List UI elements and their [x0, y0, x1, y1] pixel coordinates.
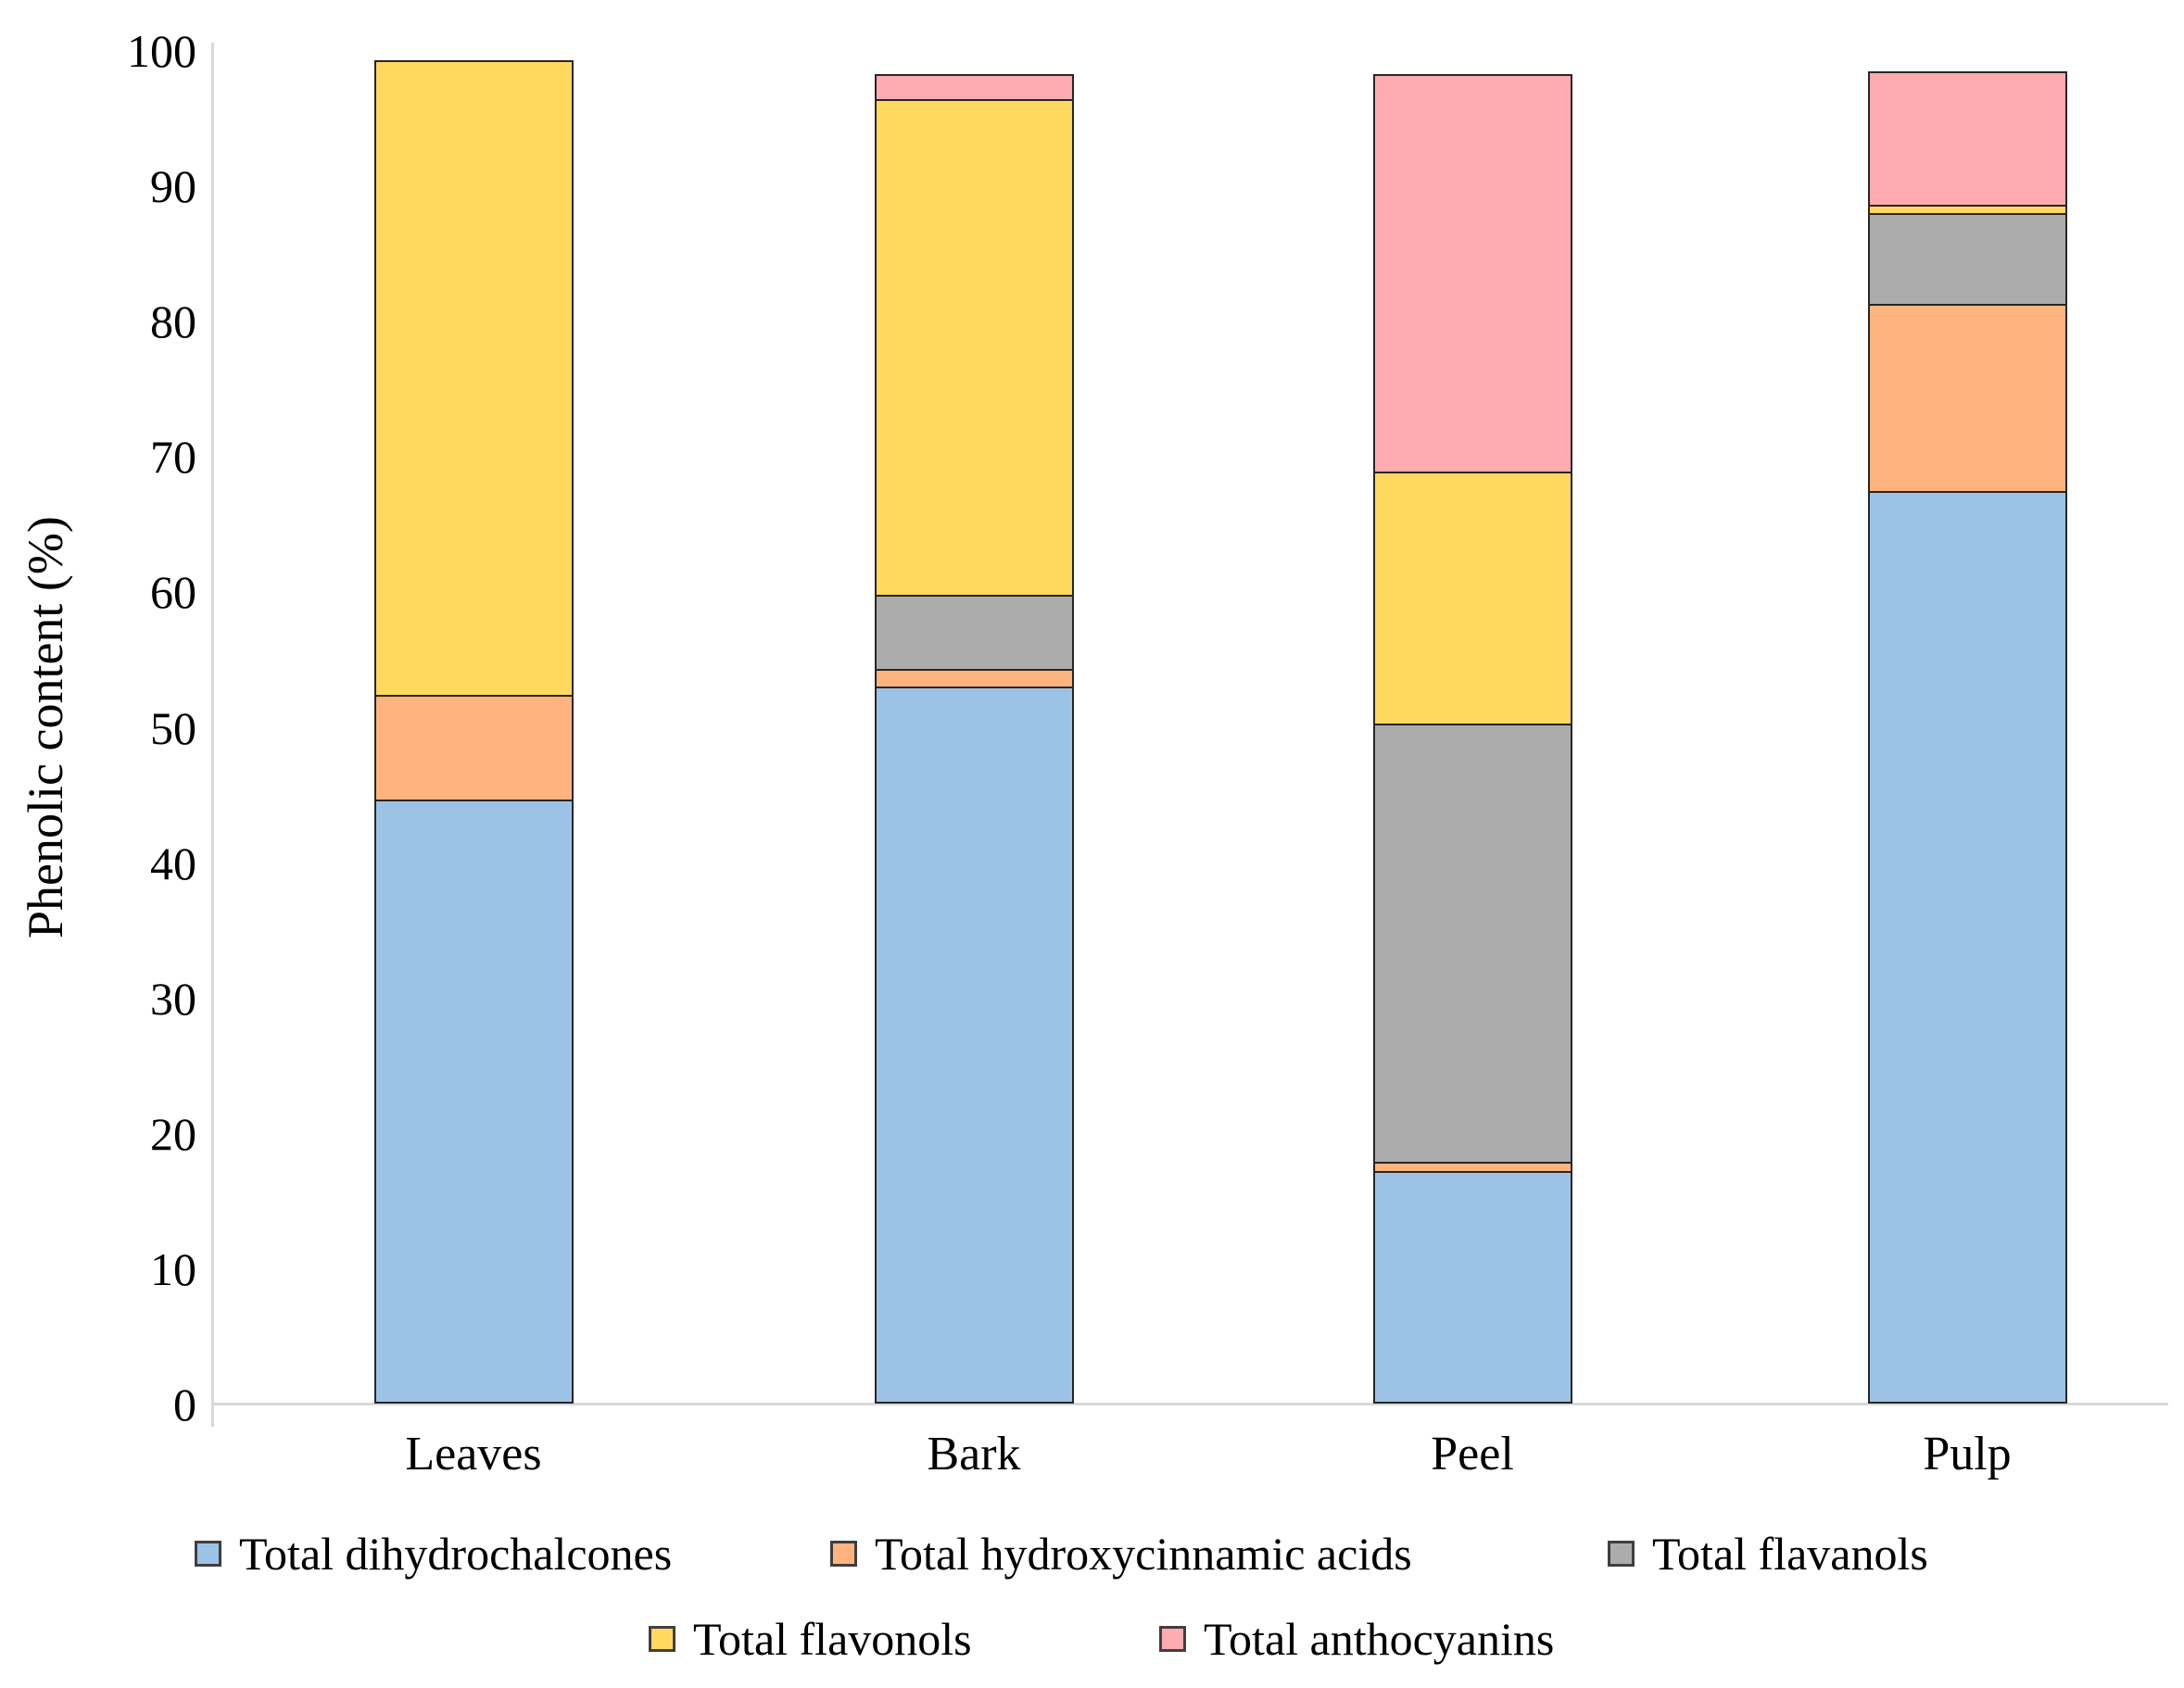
legend-item-total-flavonols: Total flavonols [649, 1612, 972, 1666]
y-tick-label-40: 40 [150, 837, 196, 889]
bar-segment-peel-total-flavonols [1372, 471, 1572, 726]
bar-segment-leaves-total-flavonols [373, 60, 574, 697]
y-tick-label-90: 90 [150, 160, 196, 213]
legend-swatch-icon [1608, 1541, 1635, 1567]
bar-segment-pulp-total-flavanols [1867, 213, 2067, 306]
category-label-bark: Bark [927, 1428, 1021, 1480]
y-tick-label-30: 30 [150, 972, 196, 1025]
bar-segment-leaves-total-hydroxycinnamic-acids [373, 695, 574, 802]
legend-label: Total dihydrochalcones [239, 1528, 673, 1580]
legend-label: Total flavanols [1652, 1528, 1928, 1580]
y-tick-label-0: 0 [173, 1379, 196, 1430]
legend-swatch-icon [649, 1626, 675, 1652]
bar-segment-bark-total-anthocyanins [874, 73, 1074, 101]
legend-swatch-icon [195, 1541, 221, 1567]
bar-segment-pulp-total-hydroxycinnamic-acids [1867, 303, 2067, 494]
legend-label: Total hydroxycinnamic acids [875, 1528, 1412, 1580]
bar-segment-pulp-total-dihydrochalcones [1867, 491, 2067, 1404]
category-label-peel: Peel [1431, 1428, 1514, 1480]
y-tick-label-50: 50 [150, 701, 196, 754]
legend-swatch-icon [830, 1541, 857, 1567]
bar-segment-leaves-total-dihydrochalcones [373, 800, 574, 1404]
legend-label: Total anthocyanins [1204, 1613, 1555, 1665]
bar-segment-bark-total-flavanols [874, 595, 1074, 672]
legend-item-total-anthocyanins: Total anthocyanins [1159, 1612, 1554, 1666]
y-tick-label-20: 20 [150, 1107, 196, 1160]
bar-segment-peel-total-anthocyanins [1372, 73, 1572, 473]
bar-bark [874, 0, 1074, 1404]
legend-item-total-dihydrochalcones: Total dihydrochalcones [195, 1527, 672, 1581]
legend-item-total-hydroxycinnamic-acids: Total hydroxycinnamic acids [830, 1527, 1412, 1581]
y-axis-line [211, 43, 214, 1427]
legend-item-total-flavanols: Total flavanols [1608, 1527, 1928, 1581]
y-tick-label-70: 70 [150, 431, 196, 484]
bar-segment-pulp-total-anthocyanins [1867, 70, 2067, 207]
legend-swatch-icon [1159, 1626, 1186, 1652]
y-tick-label-100: 100 [127, 25, 196, 77]
legend-label: Total flavonols [693, 1613, 972, 1665]
bar-segment-peel-total-flavanols [1372, 724, 1572, 1165]
category-label-leaves: Leaves [405, 1428, 542, 1480]
bar-peel [1372, 0, 1572, 1404]
y-tick-label-60: 60 [150, 566, 196, 619]
category-label-pulp: Pulp [1923, 1428, 2012, 1480]
bar-segment-bark-total-flavonols [874, 98, 1074, 598]
bar-leaves [373, 0, 574, 1404]
y-tick-label-80: 80 [150, 296, 196, 348]
bar-segment-bark-total-dihydrochalcones [874, 686, 1074, 1404]
x-axis-line [211, 1403, 2168, 1405]
y-tick-label-10: 10 [150, 1242, 196, 1295]
bar-pulp [1867, 0, 2067, 1404]
bar-segment-bark-total-hydroxycinnamic-acids [874, 669, 1074, 688]
bar-segment-peel-total-dihydrochalcones [1372, 1170, 1572, 1404]
